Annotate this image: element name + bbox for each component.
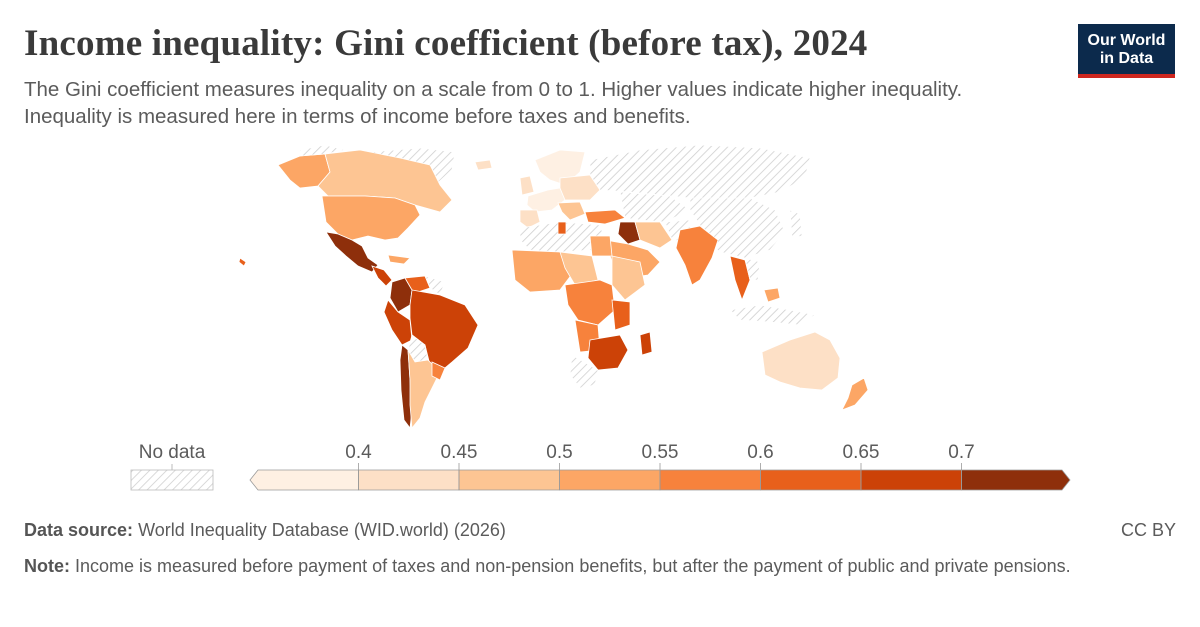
- legend-tick-label: 0.65: [843, 442, 880, 463]
- region-venezuela[interactable]: [404, 275, 431, 293]
- license-link[interactable]: CC BY: [1120, 520, 1176, 540]
- data-source-label: Data source:: [24, 520, 134, 540]
- region-canada[interactable]: [317, 149, 453, 213]
- note: Note: Income is measured before payment …: [24, 554, 1154, 579]
- region-philippines[interactable]: [763, 287, 781, 303]
- region-russia[interactable]: [589, 144, 811, 201]
- legend-no-data-swatch: [130, 469, 214, 491]
- map-regions: [238, 144, 869, 430]
- region-vietnam[interactable]: [744, 257, 761, 281]
- region-mexico[interactable]: [325, 231, 379, 273]
- region-uruguay[interactable]: [431, 361, 446, 381]
- note-label: Note:: [24, 556, 70, 576]
- legend: No data 0.4 0.45 0.5 0.55 0.6 0.65 0.7: [130, 442, 1071, 491]
- region-egypt[interactable]: [589, 235, 613, 257]
- region-uk[interactable]: [519, 175, 535, 196]
- chart-title: Income inequality: Gini coefficient (bef…: [24, 23, 868, 64]
- legend-bin-5[interactable]: [760, 469, 862, 491]
- legend-tick-label: 0.45: [441, 442, 478, 463]
- note-text: Income is measured before payment of tax…: [75, 556, 1071, 576]
- region-india[interactable]: [675, 225, 719, 286]
- region-peru[interactable]: [383, 299, 413, 346]
- legend-bin-0[interactable]: [249, 469, 359, 491]
- region-east-africa[interactable]: [611, 299, 631, 331]
- legend-ticks: 0.4 0.45 0.5 0.55 0.6 0.65 0.7: [345, 442, 975, 490]
- region-arctic-islands[interactable]: [299, 144, 346, 157]
- region-japan[interactable]: [789, 209, 803, 239]
- legend-bin-1[interactable]: [358, 469, 460, 491]
- data-source: Data source: World Inequality Database (…: [24, 520, 506, 541]
- region-indonesia[interactable]: [729, 304, 817, 326]
- logo-line-2: in Data: [1099, 50, 1154, 67]
- data-source-link[interactable]: World Inequality Database (WID.world) (2…: [138, 520, 506, 540]
- region-tunisia[interactable]: [557, 221, 567, 235]
- region-hawaii[interactable]: [238, 257, 247, 267]
- region-central-america[interactable]: [371, 265, 393, 287]
- logo-line-1: Our World: [1087, 32, 1166, 49]
- region-madagascar[interactable]: [639, 331, 653, 356]
- region-caribbean[interactable]: [387, 254, 411, 265]
- region-australia[interactable]: [761, 331, 841, 391]
- region-thailand[interactable]: [729, 255, 751, 302]
- legend-tick-label: 0.6: [747, 442, 773, 463]
- region-iberia[interactable]: [519, 209, 541, 229]
- region-central-africa[interactable]: [564, 279, 616, 326]
- legend-bin-4[interactable]: [659, 469, 761, 491]
- legend-tick-label: 0.7: [948, 442, 974, 463]
- legend-bin-3[interactable]: [559, 469, 661, 491]
- legend-tick-label: 0.4: [345, 442, 372, 463]
- region-iraq[interactable]: [617, 221, 641, 245]
- legend-bin-6[interactable]: [860, 469, 962, 491]
- region-turkey[interactable]: [584, 209, 626, 225]
- legend-tick-label: 0.55: [642, 442, 679, 463]
- legend-tick-label: 0.5: [546, 442, 572, 463]
- chart-subtitle: The Gini coefficient measures inequality…: [24, 78, 963, 128]
- legend-no-data-label: No data: [139, 442, 206, 463]
- owid-logo[interactable]: Our World in Data: [1078, 24, 1175, 78]
- region-south-africa[interactable]: [569, 354, 599, 389]
- region-new-zealand[interactable]: [841, 377, 869, 411]
- legend-bin-7[interactable]: [961, 469, 1071, 491]
- region-balkans[interactable]: [557, 201, 586, 221]
- region-iran[interactable]: [634, 221, 673, 249]
- region-horn[interactable]: [611, 255, 646, 301]
- region-iceland[interactable]: [474, 159, 493, 171]
- region-southern-africa[interactable]: [587, 334, 629, 371]
- legend-bin-2[interactable]: [458, 469, 560, 491]
- legend-bins: [249, 469, 1071, 491]
